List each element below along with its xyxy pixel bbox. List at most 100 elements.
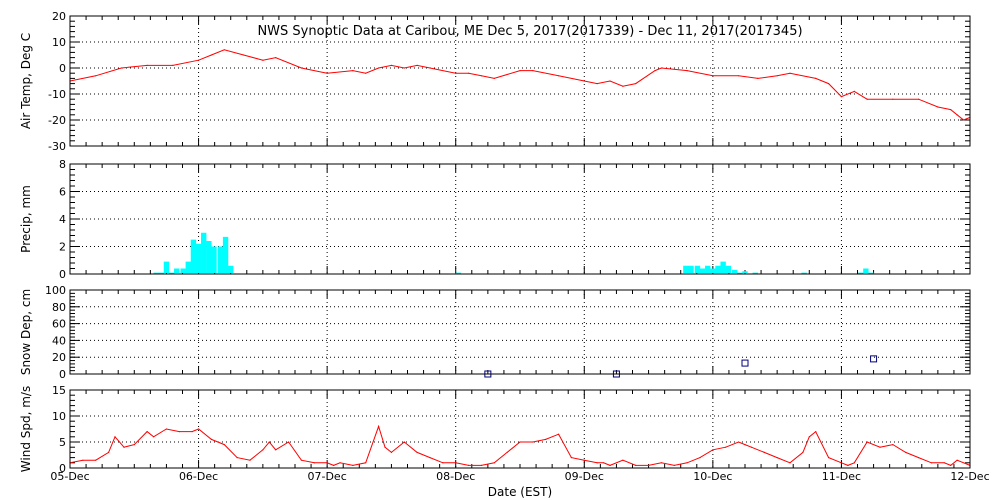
precip-bar	[752, 272, 758, 274]
x-tick-label: 11-Dec	[822, 470, 861, 483]
data-point	[956, 114, 958, 116]
data-point	[236, 457, 238, 459]
data-point	[950, 109, 952, 111]
precip-bar	[217, 246, 224, 273]
chart-title: NWS Synoptic Data at Caribou, ME Dec 5, …	[257, 24, 802, 39]
data-point	[789, 72, 791, 74]
y-tick-label: 40	[52, 334, 66, 347]
data-point	[725, 446, 727, 448]
data-point	[268, 441, 270, 443]
data-point	[609, 80, 611, 82]
data-point	[120, 67, 123, 69]
data-point	[152, 436, 155, 438]
data-point	[962, 119, 965, 121]
data-point	[712, 75, 714, 77]
snow-depth-marker	[870, 355, 878, 363]
data-point	[242, 54, 245, 56]
precip-bar	[725, 265, 731, 273]
x-tick-label: 06-Dec	[179, 470, 218, 483]
data-point	[917, 457, 920, 459]
data-point	[686, 462, 688, 464]
data-point	[532, 70, 534, 72]
data-point	[744, 444, 746, 446]
data-point	[776, 457, 778, 459]
data-point	[493, 77, 495, 79]
y-axis-label-precip-mm: Precip, mm	[19, 185, 33, 253]
data-point	[326, 462, 328, 464]
data-point	[827, 83, 830, 85]
data-point	[191, 431, 193, 433]
data-point	[390, 64, 393, 66]
precip-bar	[705, 265, 711, 273]
precip-bar	[742, 271, 748, 273]
y-axis-label-snow-dep-cm: Snow Dep, cm	[19, 289, 33, 375]
data-point	[943, 462, 945, 464]
data-point	[519, 70, 521, 72]
data-point	[699, 457, 701, 459]
data-point	[557, 433, 560, 435]
data-point	[879, 446, 881, 448]
data-point	[95, 75, 97, 77]
data-point	[635, 464, 637, 466]
y-tick-label: 10	[52, 36, 66, 49]
series-line-wind-spd-m-s	[69, 424, 971, 466]
precip-bar	[185, 261, 191, 273]
data-point	[197, 428, 200, 430]
data-point	[596, 83, 598, 85]
y-tick-label: 20	[52, 351, 66, 364]
data-point	[647, 464, 650, 466]
data-point	[506, 451, 508, 453]
data-point	[866, 441, 868, 443]
data-point	[107, 451, 110, 453]
data-point	[210, 54, 213, 56]
precip-bar	[868, 272, 874, 274]
precip-bar	[683, 265, 689, 273]
precip-bar	[858, 272, 864, 274]
data-point	[178, 431, 180, 433]
data-point	[352, 464, 354, 466]
data-point	[300, 459, 303, 461]
data-point	[455, 462, 457, 464]
data-point	[300, 67, 303, 69]
y-tick-label: 0	[59, 62, 66, 75]
data-point	[950, 464, 952, 466]
precip-bar	[688, 265, 694, 273]
precip-bar	[801, 272, 807, 274]
y-tick-label: 0	[59, 462, 66, 475]
data-point	[519, 441, 521, 443]
y-tick-label: -10	[48, 88, 66, 101]
y-axis-label-air-temp-deg-c: Air Temp, Deg C	[19, 33, 33, 129]
data-point	[442, 462, 444, 464]
precip-bar	[206, 241, 212, 273]
data-point	[602, 462, 605, 464]
precip-bar	[720, 261, 726, 273]
data-point	[583, 80, 585, 82]
data-point	[815, 431, 817, 433]
data-point	[776, 75, 778, 77]
data-point	[197, 59, 200, 61]
data-point	[390, 451, 393, 453]
plot-frame	[69, 15, 971, 147]
y-tick-label: 4	[59, 213, 66, 226]
data-point	[403, 67, 405, 69]
y-tick-label: 6	[59, 186, 66, 199]
y-tick-label: 5	[59, 436, 66, 449]
data-point	[622, 459, 624, 461]
series-line-air-temp-deg-c	[69, 49, 971, 121]
y-tick-label: 100	[45, 284, 66, 297]
snow-depth-marker	[741, 359, 749, 367]
y-tick-label: 60	[52, 318, 66, 331]
precip-bar	[163, 261, 170, 273]
precip-bar	[201, 232, 207, 273]
data-point	[956, 459, 958, 461]
data-point	[275, 57, 277, 59]
precip-bar	[732, 269, 738, 273]
plot-frame	[69, 289, 971, 375]
data-point	[467, 72, 470, 74]
data-point	[123, 446, 125, 448]
data-point	[737, 441, 740, 443]
panel-precip-mm: 8 6 4 2 0 Precip, mm	[19, 158, 971, 281]
precip-bar	[190, 239, 197, 273]
data-point	[712, 449, 714, 451]
